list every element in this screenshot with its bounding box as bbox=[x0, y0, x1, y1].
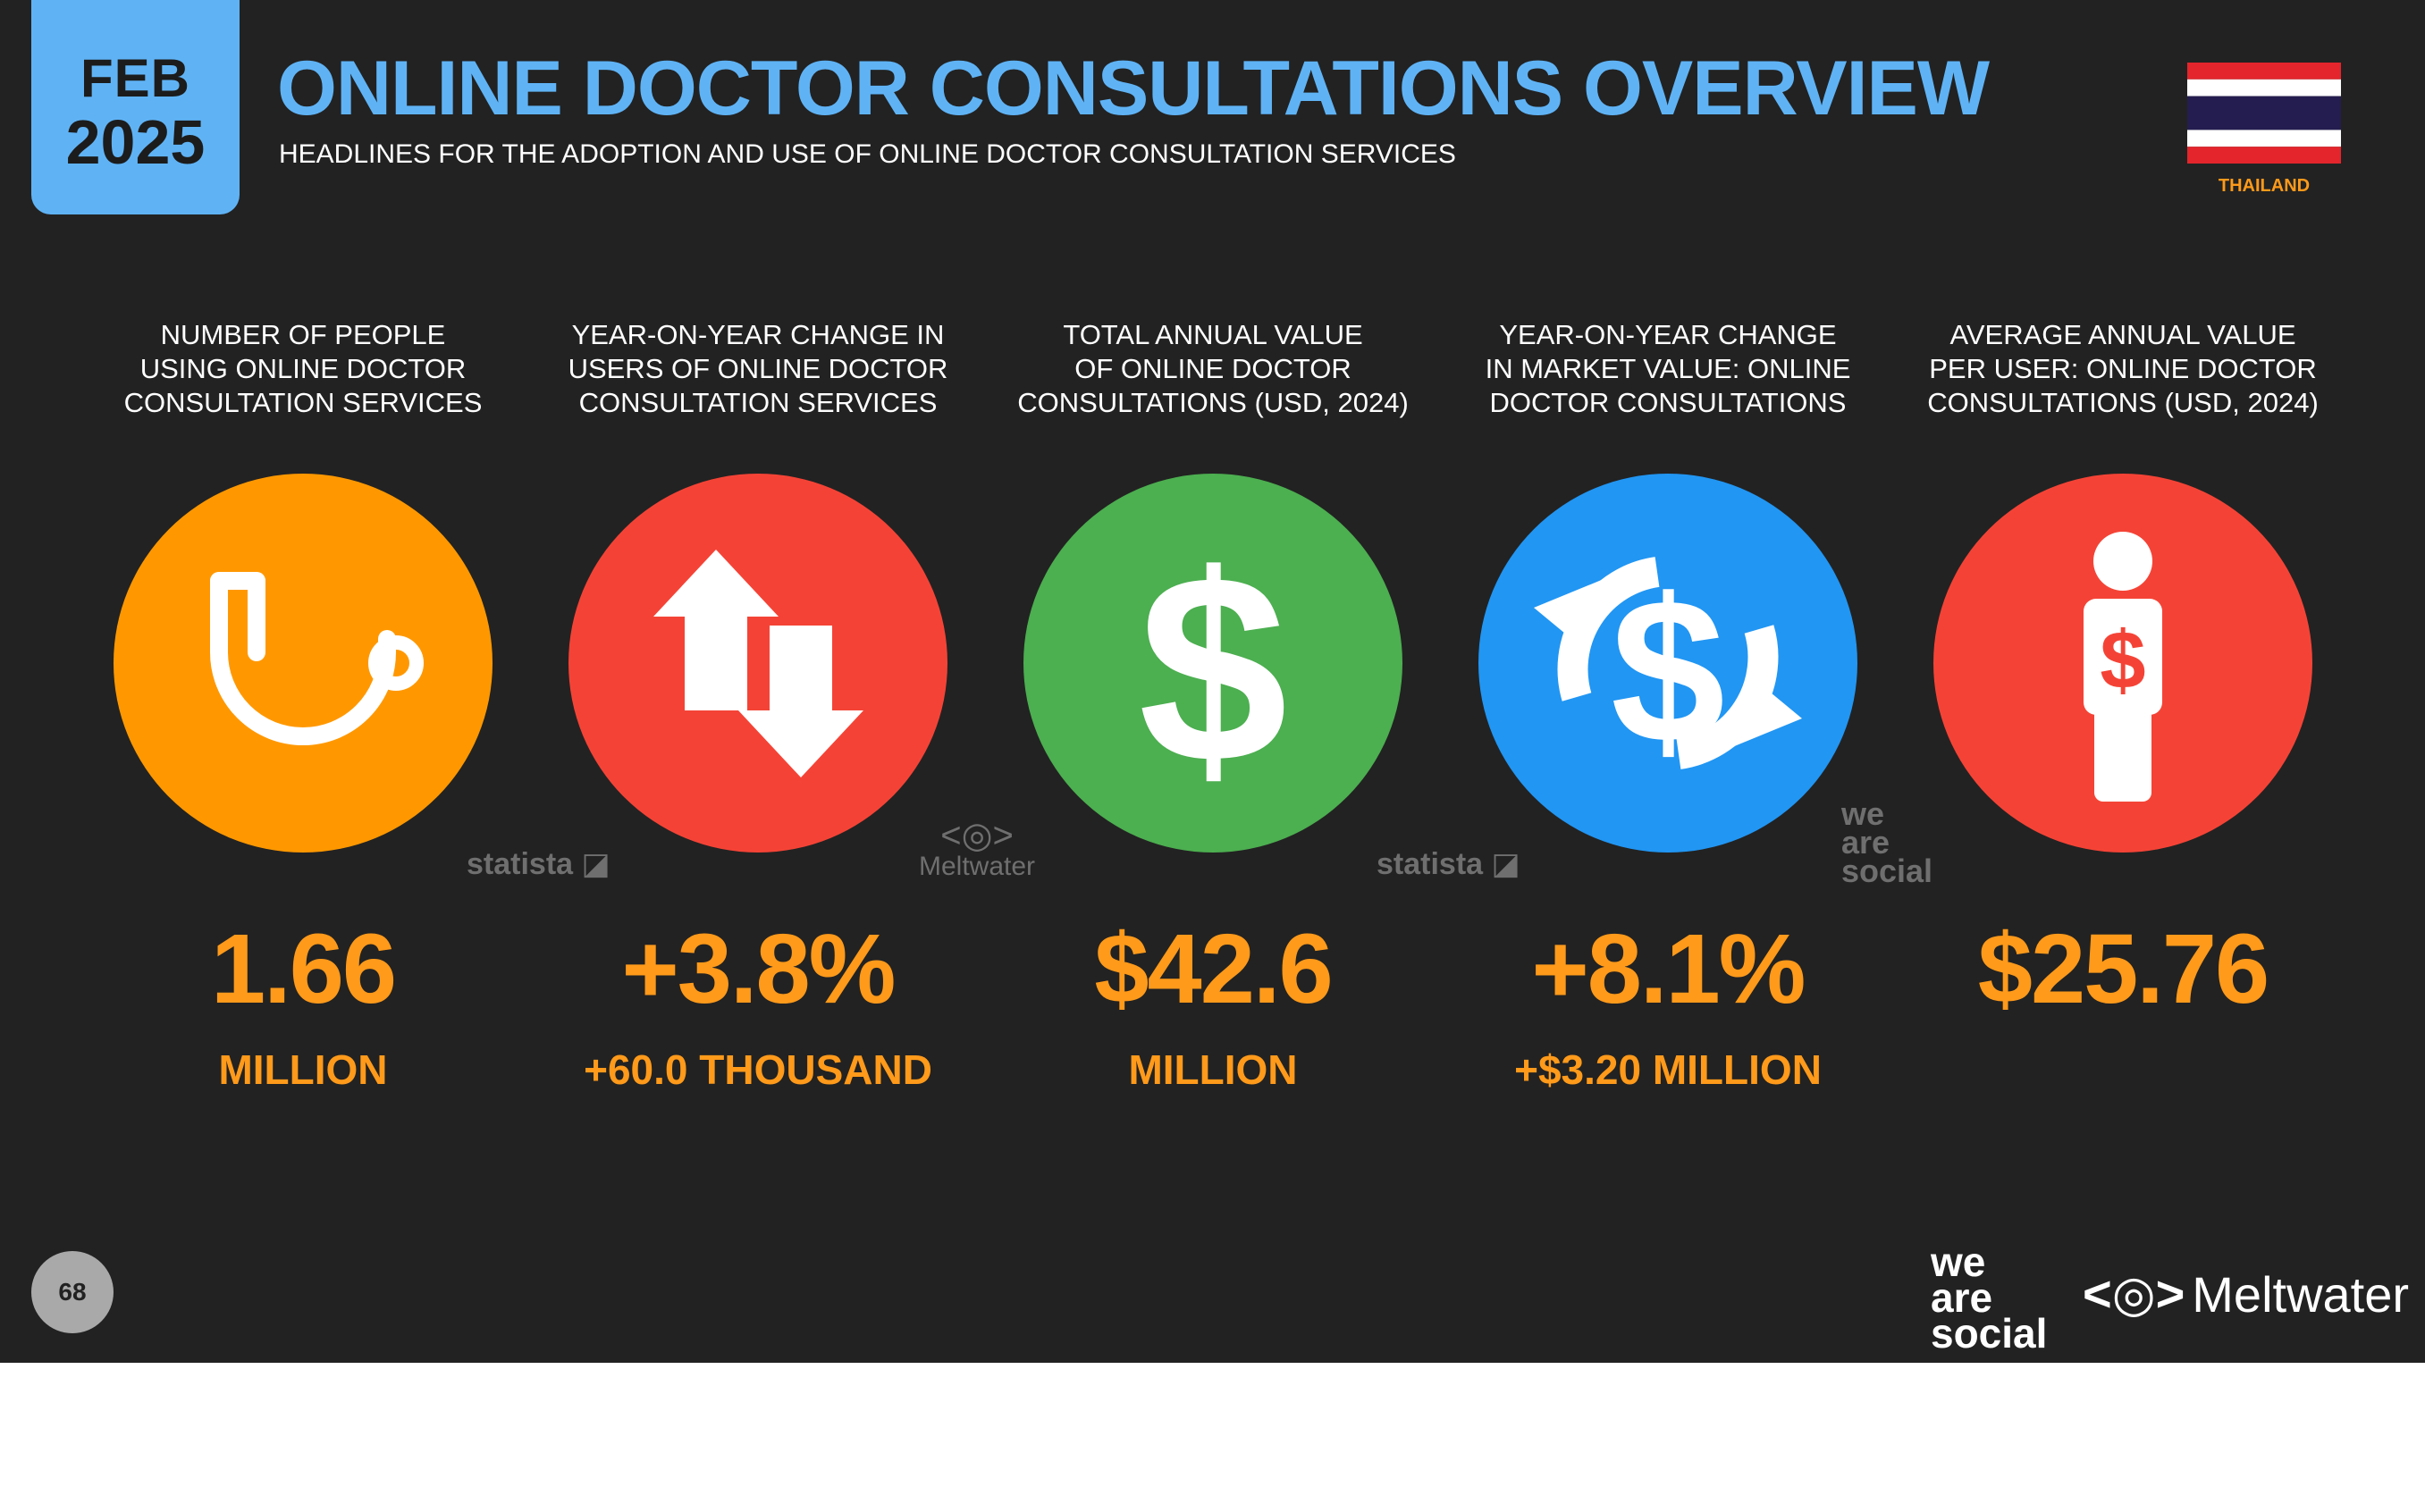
dollar-cycle-icon: $ bbox=[1534, 556, 1802, 785]
stat-subvalue: MILLION bbox=[218, 1046, 388, 1093]
meltwater-logo: <◎> Meltwater bbox=[2083, 1264, 2409, 1323]
country-label: THAILAND bbox=[2218, 176, 2311, 196]
page-number: 68 bbox=[31, 1251, 114, 1333]
stat-total-value: TOTAL ANNUAL VALUE OF ONLINE DOCTOR CONS… bbox=[1016, 0, 1410, 1162]
stat-value: 1.66 bbox=[210, 914, 397, 1024]
stat-label: TOTAL ANNUAL VALUE OF ONLINE DOCTOR CONS… bbox=[1017, 319, 1409, 418]
stat-label: AVERAGE ANNUAL VALUE PER USER: ONLINE DO… bbox=[1927, 319, 2319, 418]
stat-subvalue: +60.0 THOUSAND bbox=[584, 1046, 932, 1093]
source-statista-text: statista bbox=[467, 847, 574, 881]
stat-icon-circle: $ bbox=[1933, 474, 2312, 853]
date-badge: FEB 2025 bbox=[31, 0, 240, 214]
source-was-line: social bbox=[1841, 853, 1933, 889]
stat-value: $42.6 bbox=[1094, 914, 1333, 1024]
date-year: 2025 bbox=[65, 107, 206, 177]
stat-subvalue: +$3.20 MILLION bbox=[1514, 1046, 1822, 1093]
statista-mark-icon: ◪ bbox=[573, 847, 610, 881]
stat-value: +8.1% bbox=[1531, 914, 1806, 1024]
person-dollar-icon: $ bbox=[2084, 532, 2162, 802]
stat-label: NUMBER OF PEOPLE USING ONLINE DOCTOR CON… bbox=[123, 319, 483, 418]
source-meltwater: <◎> Meltwater bbox=[919, 818, 1035, 880]
page-title: ONLINE DOCTOR CONSULTATIONS OVERVIEW bbox=[277, 46, 1990, 131]
date-month: FEB bbox=[80, 48, 190, 108]
stethoscope-icon bbox=[210, 572, 424, 745]
source-meltwater-text: Meltwater bbox=[919, 852, 1036, 881]
stat-label: YEAR-ON-YEAR CHANGE IN MARKET VALUE: ONL… bbox=[1485, 319, 1851, 418]
source-wearesocial: we are social bbox=[1841, 795, 1933, 889]
source-was-line: are bbox=[1841, 824, 1890, 861]
stat-icon-circle: $ bbox=[1478, 474, 1857, 853]
source-was-line: we bbox=[1841, 795, 1885, 832]
stat-icon-circle bbox=[568, 474, 947, 853]
slide: FEB 2025 ONLINE DOCTOR CONSULTATIONS OVE… bbox=[0, 0, 2425, 1363]
stat-label: YEAR-ON-YEAR CHANGE IN USERS OF ONLINE D… bbox=[568, 319, 948, 418]
dollar-sign-icon: $ bbox=[1139, 518, 1288, 819]
stat-value-per-user: AVERAGE ANNUAL VALUE PER USER: ONLINE DO… bbox=[1926, 0, 2320, 1162]
stat-value: $25.76 bbox=[1977, 914, 2269, 1024]
svg-text:$: $ bbox=[1611, 556, 1725, 785]
logo-meltwater-text: Meltwater bbox=[2192, 1265, 2410, 1323]
source-statista-2: statista ◪ bbox=[1377, 849, 1520, 879]
stat-value: +3.8% bbox=[621, 914, 897, 1024]
logo-was-line: are bbox=[1931, 1274, 1993, 1321]
stat-users-change: YEAR-ON-YEAR CHANGE IN USERS OF ONLINE D… bbox=[561, 0, 955, 1162]
meltwater-mark-icon: <◎> bbox=[940, 816, 1014, 855]
stat-users: NUMBER OF PEOPLE USING ONLINE DOCTOR CON… bbox=[106, 0, 500, 1162]
source-statista-text: statista bbox=[1377, 847, 1484, 881]
meltwater-mark-icon: <◎> bbox=[2083, 1265, 2185, 1322]
svg-text:$: $ bbox=[2100, 615, 2145, 706]
wearesocial-logo: we are social bbox=[1931, 1239, 2048, 1357]
svg-text:$: $ bbox=[1139, 518, 1288, 819]
stat-subvalue: MILLION bbox=[1128, 1046, 1298, 1093]
statista-mark-icon: ◪ bbox=[1483, 847, 1520, 881]
up-down-arrows-icon bbox=[653, 550, 863, 777]
logo-was-line: social bbox=[1931, 1310, 2048, 1357]
stat-market-change: YEAR-ON-YEAR CHANGE IN MARKET VALUE: ONL… bbox=[1471, 0, 1865, 1162]
logo-was-line: we bbox=[1931, 1239, 1986, 1285]
thailand-flag-icon bbox=[2187, 63, 2341, 164]
source-statista-1: statista ◪ bbox=[467, 849, 610, 879]
page-subtitle: HEADLINES FOR THE ADOPTION AND USE OF ON… bbox=[279, 139, 1456, 169]
stat-icon-circle bbox=[114, 474, 493, 853]
stat-icon-circle: $ bbox=[1023, 474, 1402, 853]
